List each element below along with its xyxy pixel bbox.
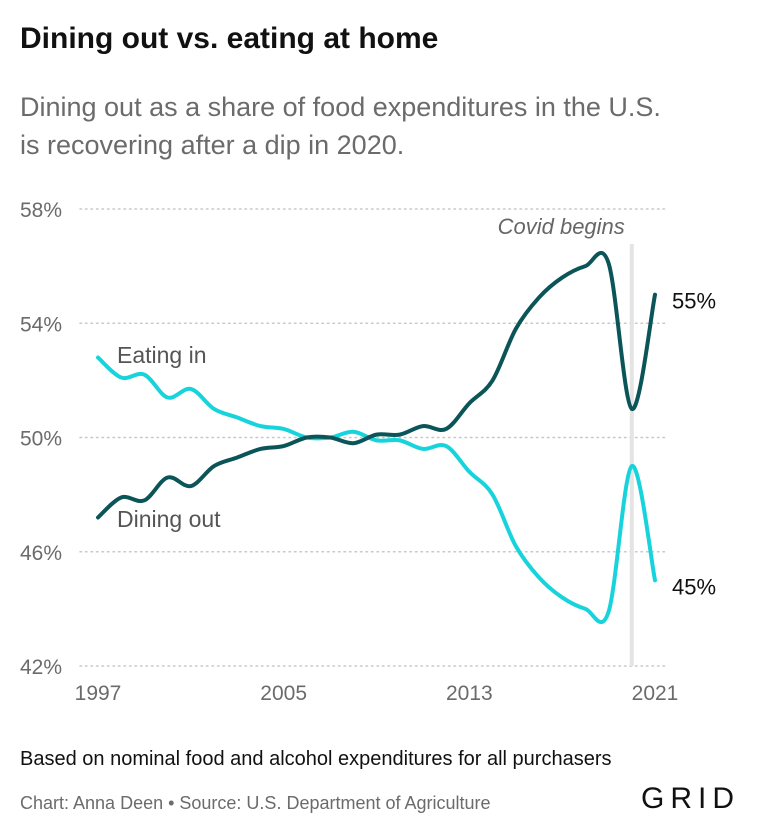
series-label-dining-out: Dining out [117, 506, 221, 532]
x-axis-tick-labels: 1997 2005 2013 2021 [75, 682, 679, 705]
covid-annotation: Covid begins [498, 214, 634, 666]
chart-credit: Chart: Anna Deen • Source: U.S. Departme… [20, 793, 491, 813]
gridlines [79, 208, 669, 667]
line-chart: Covid begins 42% 46% 50% 54% 58% 1997 2005 201… [20, 199, 716, 705]
x-tick-label-2021: 2021 [632, 682, 679, 705]
series-labels: Dining out Eating in 55% 45% [117, 289, 716, 600]
chart-subtitle: Dining out as a share of food expenditur… [20, 88, 740, 164]
x-tick-label-2013: 2013 [446, 682, 493, 705]
subtitle-line-1: Dining out as a share of food expenditur… [20, 92, 661, 122]
y-tick-label-54: 54% [20, 313, 62, 336]
x-tick-label-2005: 2005 [260, 682, 307, 705]
y-tick-label-50: 50% [20, 428, 62, 451]
x-tick-label-1997: 1997 [75, 682, 122, 705]
series-label-eating-in: Eating in [117, 342, 207, 368]
y-tick-label-42: 42% [20, 656, 62, 679]
subtitle-line-2: is recovering after a dip in 2020. [20, 130, 405, 160]
grid-logo: GRID [641, 782, 740, 815]
chart-title: Dining out vs. eating at home [20, 22, 439, 55]
series-line-dining-out [96, 251, 657, 520]
series-lines [96, 251, 657, 624]
y-axis-tick-labels: 42% 46% 50% 54% 58% [20, 199, 62, 679]
y-tick-label-58: 58% [20, 199, 62, 222]
chart-note: Based on nominal food and alcohol expend… [20, 748, 612, 770]
series-line-eating-in [96, 355, 657, 624]
y-tick-label-46: 46% [20, 542, 62, 565]
covid-annotation-label: Covid begins [498, 214, 625, 239]
end-label-dining-out: 55% [672, 289, 716, 314]
end-label-eating-in: 45% [672, 574, 716, 599]
